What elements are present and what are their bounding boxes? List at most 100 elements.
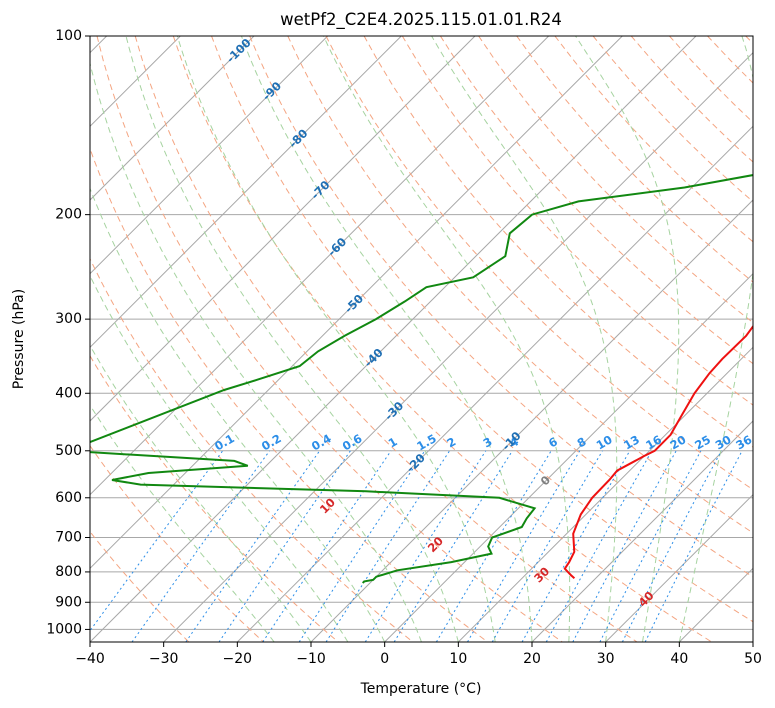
mixing-ratio-line (572, 450, 677, 642)
mixing-ratio-label: 16 (643, 432, 664, 452)
x-tick-label: 20 (523, 651, 541, 667)
dry-adiabat-line (745, 36, 753, 45)
moist-adiabat-line (90, 344, 312, 642)
isotherm-line (384, 272, 753, 642)
plot-area (90, 36, 753, 642)
isotherm-line (90, 36, 255, 201)
mixing-ratio-line (467, 450, 581, 642)
mixing-ratio-label: 2 (444, 434, 458, 450)
mixing-ratio-line (491, 450, 603, 642)
dry-adiabat-line (249, 36, 753, 578)
y-tick-label: 800 (55, 564, 82, 580)
isotherm-label: -90 (260, 79, 285, 104)
mixing-ratio-line (644, 450, 743, 642)
moist-adiabat-line (431, 36, 618, 642)
y-tick-label: 200 (55, 207, 82, 223)
plot-frame (89, 35, 754, 643)
mixing-ratio-label: 1.5 (414, 431, 439, 453)
mixing-ratio-label: 0.2 (259, 431, 284, 453)
moist-adiabat-line (323, 36, 571, 642)
mixing-ratio-line (621, 450, 722, 642)
dry-adiabat-line (90, 147, 488, 642)
x-tick-label: 10 (449, 651, 467, 667)
dry-adiabat-line (134, 36, 638, 642)
mixing-ratio-label: 36 (733, 432, 754, 452)
moist-adiabat-line (176, 36, 496, 642)
moist-adiabat-line (678, 36, 753, 642)
dry-adiabat-line (707, 36, 753, 84)
isotherm-line (678, 567, 753, 642)
mixing-ratio-label: 25 (692, 432, 713, 452)
mixing-ratio-line (262, 450, 392, 642)
y-tick-label: 700 (55, 530, 82, 546)
dry-adiabat-line (439, 36, 753, 365)
moist-adiabat-line (90, 404, 275, 642)
dry-adiabat-line (90, 257, 414, 642)
isotherm-line (531, 420, 753, 642)
dry-adiabat-line (669, 36, 753, 124)
mixing-ratio-label: 0.1 (212, 431, 237, 453)
x-axis-label: Temperature (°C) (360, 681, 482, 697)
y-tick-label: 900 (55, 594, 82, 610)
dry-adiabat-line (287, 36, 753, 534)
dry-adiabat-line (592, 36, 753, 203)
x-tick-label: 40 (670, 651, 688, 667)
mixing-ratio-line (131, 450, 271, 642)
y-tick-label: 400 (55, 385, 82, 401)
mixing-ratio-label: 13 (621, 432, 642, 452)
mixing-ratio-label: 10 (594, 432, 615, 452)
isotherm-line (163, 51, 753, 642)
mixing-ratio-label: 0.6 (340, 431, 365, 453)
y-tick-label: 1000 (46, 621, 82, 637)
dry-adiabat-line (96, 36, 563, 642)
dry-adiabat-line (90, 444, 264, 642)
moist-adiabat-line (575, 36, 680, 642)
mixing-ratio-label: 0.4 (309, 431, 334, 453)
dry-adiabat-line (90, 530, 190, 642)
isotherm-line (605, 493, 753, 642)
x-tick-label: −40 (75, 651, 105, 667)
isotherm-line (90, 36, 550, 496)
x-tick-label: −20 (223, 651, 253, 667)
dry-adiabat-line (211, 36, 753, 623)
chart-title: wetPf2_C2E4.2025.115.01.01.R24 (280, 10, 562, 30)
mixing-ratio-line (298, 450, 426, 642)
y-axis-label: Pressure (hPa) (11, 289, 27, 389)
dry-adiabat-line (478, 36, 753, 324)
mixing-ratio-label: 1 (386, 434, 400, 450)
x-tick-label: −30 (149, 651, 179, 667)
mixing-ratio-line (393, 450, 513, 642)
dry-adiabat-line (172, 36, 712, 642)
x-tick-label: 50 (744, 651, 762, 667)
dry-adiabat-line (90, 354, 339, 642)
mixing-ratio-label: 30 (713, 432, 734, 452)
dry-adiabat-line (325, 36, 753, 491)
x-tick-label: 30 (597, 651, 615, 667)
x-tick-label: −10 (296, 651, 326, 667)
isotherm-line (90, 36, 329, 275)
y-tick-label: 100 (55, 28, 82, 44)
moist-adiabat-line (90, 61, 422, 642)
mixing-ratio-line (185, 450, 321, 642)
mixing-ratio-line (435, 450, 552, 642)
isotherm-line (90, 36, 697, 642)
isotherm-line (90, 36, 402, 349)
isotherm-line (457, 346, 753, 642)
mixing-ratio-line (545, 450, 653, 642)
y-tick-label: 500 (55, 443, 82, 459)
temperature-profile (563, 324, 753, 580)
mixing-ratio-label: 3 (481, 434, 495, 450)
mixing-ratio-label: 6 (546, 434, 560, 450)
dewpoint-profile (90, 174, 753, 584)
x-tick-label: 0 (380, 651, 389, 667)
mixing-ratio-label: 20 (668, 432, 689, 452)
y-tick-label: 600 (55, 490, 82, 506)
isotherm-line (752, 641, 753, 642)
moist-adiabat-line (90, 274, 349, 642)
y-tick-label: 300 (55, 311, 82, 327)
mixing-ratio-line (521, 450, 631, 642)
moist-adiabat-line (125, 36, 459, 642)
moist-adiabat-line (240, 36, 533, 642)
